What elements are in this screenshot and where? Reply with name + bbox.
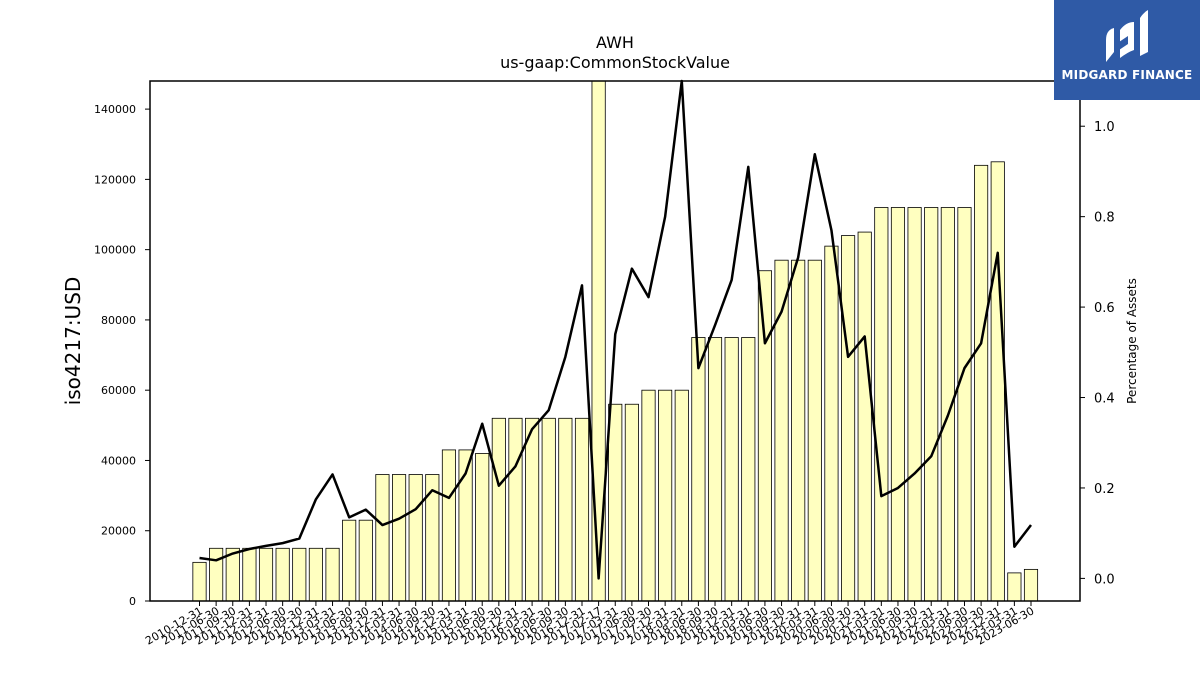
bar — [358, 519, 373, 602]
y-right-tick-label: 0.6 — [1094, 301, 1115, 316]
y-tick-label: 140000 — [94, 103, 136, 116]
bar — [791, 259, 806, 602]
line-series — [199, 79, 1032, 580]
bar — [857, 231, 872, 602]
percentage-of-assets-line — [199, 79, 1032, 580]
bar — [608, 403, 623, 602]
bar — [890, 207, 906, 602]
bar — [824, 245, 839, 602]
brand-logo: MIDGARD FINANCE — [1054, 0, 1200, 100]
y-tick-label: 100000 — [94, 244, 136, 257]
bar — [658, 389, 673, 602]
midgard-logo-icon — [1106, 10, 1148, 62]
bar — [475, 453, 490, 602]
bar — [691, 337, 706, 602]
bar — [491, 417, 506, 602]
y-right-tick-label: 0.4 — [1094, 392, 1115, 407]
bar — [907, 207, 922, 602]
bar — [974, 164, 989, 602]
x-axis: 2010-12-312011-06-302011-09-302011-12-31… — [143, 601, 1037, 648]
y-right-tick-label: 0.8 — [1094, 211, 1115, 226]
y-axis-right: 0.0 0.2 0.4 0.6 0.8 1.0 — [1080, 120, 1115, 587]
bar — [641, 389, 656, 602]
bar — [624, 403, 639, 602]
bar — [242, 547, 257, 602]
y-right-tick-label: 0.2 — [1094, 482, 1115, 497]
y-right-tick-label: 0.0 — [1094, 572, 1115, 587]
bar — [308, 547, 323, 602]
y-tick-label: 40000 — [101, 454, 136, 467]
bar — [990, 161, 1005, 602]
bar — [508, 417, 523, 602]
bar — [342, 519, 357, 602]
bar — [741, 337, 756, 602]
chart-subtitle: us-gaap:CommonStockValue — [500, 53, 730, 72]
chart-title: AWH — [596, 33, 634, 52]
bar — [924, 207, 939, 602]
y-tick-label: 0 — [129, 595, 136, 608]
bar — [258, 547, 274, 602]
bar — [574, 417, 590, 602]
y-axis-left-label: iso4217:USD — [61, 277, 85, 406]
bar — [541, 417, 556, 602]
bar — [325, 547, 340, 602]
bar — [392, 474, 407, 602]
y-tick-label: 120000 — [94, 173, 136, 186]
bar — [209, 547, 224, 602]
bar — [408, 474, 423, 602]
bar — [757, 270, 772, 602]
bar — [807, 259, 822, 602]
bar — [707, 337, 723, 602]
bar — [1007, 572, 1022, 602]
bar — [525, 417, 540, 602]
bar — [674, 389, 689, 602]
y-axis-right-label: Percentage of Assets — [1125, 278, 1139, 404]
bar — [841, 235, 856, 602]
bar — [957, 207, 972, 602]
y-tick-label: 60000 — [101, 384, 136, 397]
bar — [192, 561, 207, 602]
brand-name: MIDGARD FINANCE — [1061, 68, 1193, 82]
y-tick-label: 20000 — [101, 525, 136, 538]
y-axis-left: 0 20000 40000 60000 80000 100000 120000 140000 — [94, 103, 150, 608]
bar — [1023, 568, 1039, 602]
bar — [441, 449, 457, 602]
bar — [874, 207, 889, 602]
bar — [375, 474, 390, 602]
bar — [558, 417, 573, 602]
bar — [292, 547, 307, 602]
bar — [275, 547, 290, 602]
y-right-tick-label: 1.0 — [1094, 120, 1115, 135]
bar — [724, 337, 739, 602]
y-tick-label: 80000 — [101, 314, 136, 327]
